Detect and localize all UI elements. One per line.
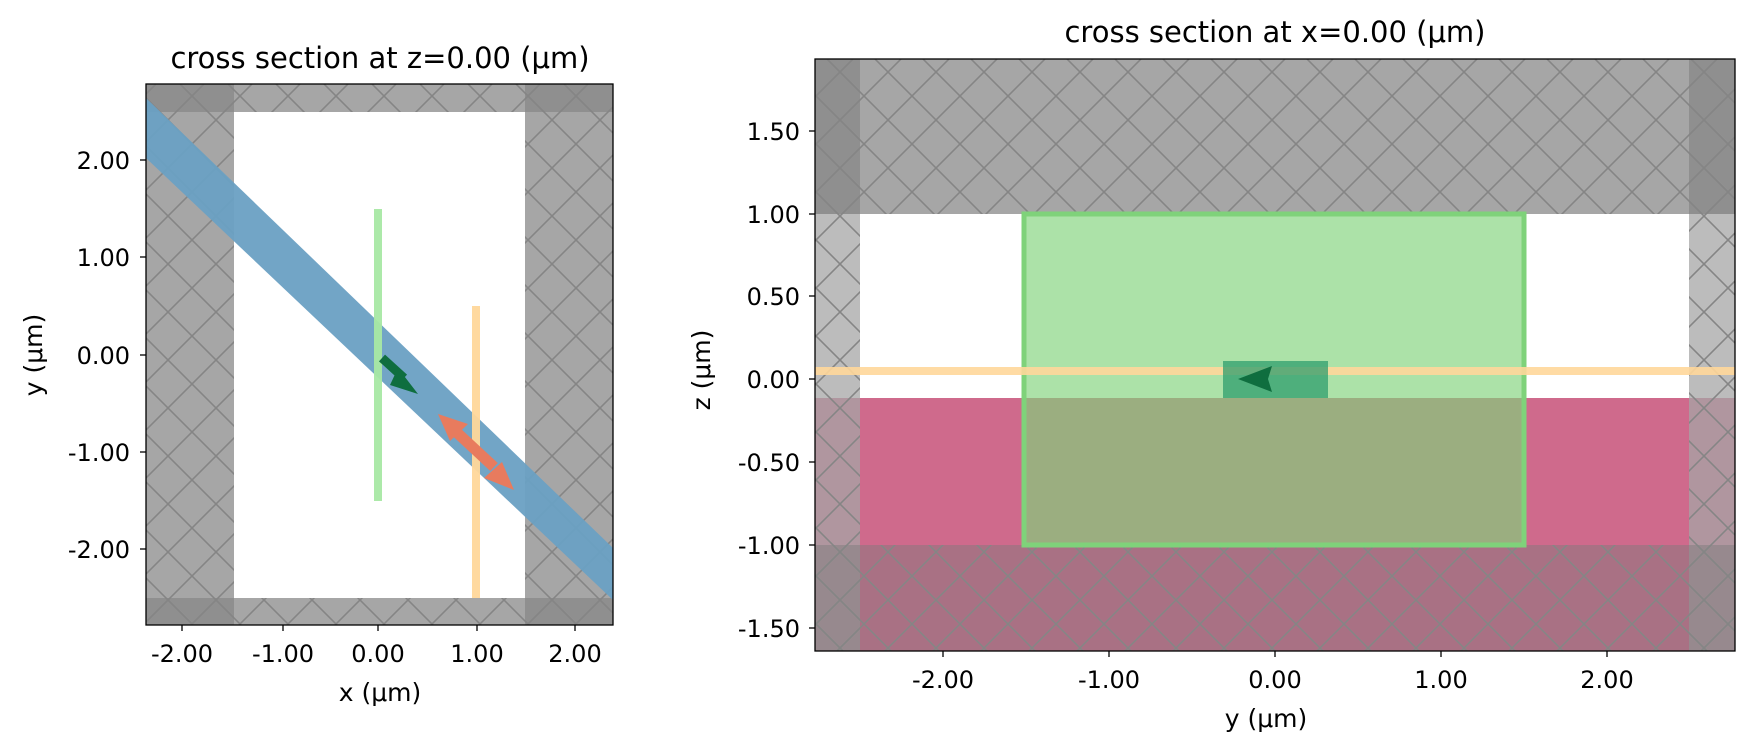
right-title: cross section at x=0.00 (μm): [1064, 15, 1485, 49]
left-title: cross section at z=0.00 (μm): [170, 41, 589, 75]
left-xtick-label: 2.00: [548, 640, 601, 668]
right-xtick-label: -1.00: [1078, 666, 1140, 694]
right-ytick-label: -0.50: [738, 449, 800, 477]
right-ytick-label: -1.50: [738, 615, 800, 643]
monitor-double-arrow: [438, 414, 514, 490]
source-direction-arrow: [378, 354, 418, 394]
left-xtick-label: 0.00: [351, 640, 404, 668]
right-xtick-label: 0.00: [1248, 666, 1301, 694]
left-ytick-label: 2.00: [77, 147, 130, 175]
left-ytick-label: 0.00: [77, 342, 130, 370]
right-ytick-label: 0.00: [747, 366, 800, 394]
right-xlabel: y (μm): [1225, 704, 1308, 733]
left-xtick-label: 1.00: [450, 640, 503, 668]
right-xtick-label: -2.00: [912, 666, 974, 694]
right-ytick-label: 1.00: [747, 201, 800, 229]
right-xtick-label: 1.00: [1414, 666, 1467, 694]
left-ytick-label: 1.00: [77, 244, 130, 272]
left-xtick-label: -1.00: [252, 640, 314, 668]
left-ylabel: y (μm): [19, 314, 48, 397]
right-ytick-label: 0.50: [747, 283, 800, 311]
waveguide-core: [1223, 361, 1328, 398]
left-ytick-label: -1.00: [68, 439, 130, 467]
left-plot: cross section at z=0.00 (μm) x (μm) y (μ…: [19, 41, 614, 707]
source-direction-arrow: [1238, 366, 1272, 392]
right-ytick-label: 1.50: [747, 118, 800, 146]
left-ytick-label: -2.00: [68, 536, 130, 564]
right-plot: cross section at x=0.00 (μm) y (μm) z (μ…: [687, 15, 1736, 733]
pml-regions: [815, 59, 1735, 651]
right-ytick-label: -1.00: [738, 532, 800, 560]
right-xtick-label: 2.00: [1580, 666, 1633, 694]
right-ylabel: z (μm): [687, 330, 716, 411]
left-xtick-label: -2.00: [151, 640, 213, 668]
right-tick-marks: [809, 130, 1608, 657]
left-tick-marks: [140, 159, 576, 631]
source-plane: [374, 209, 382, 501]
left-xlabel: x (μm): [339, 678, 422, 707]
